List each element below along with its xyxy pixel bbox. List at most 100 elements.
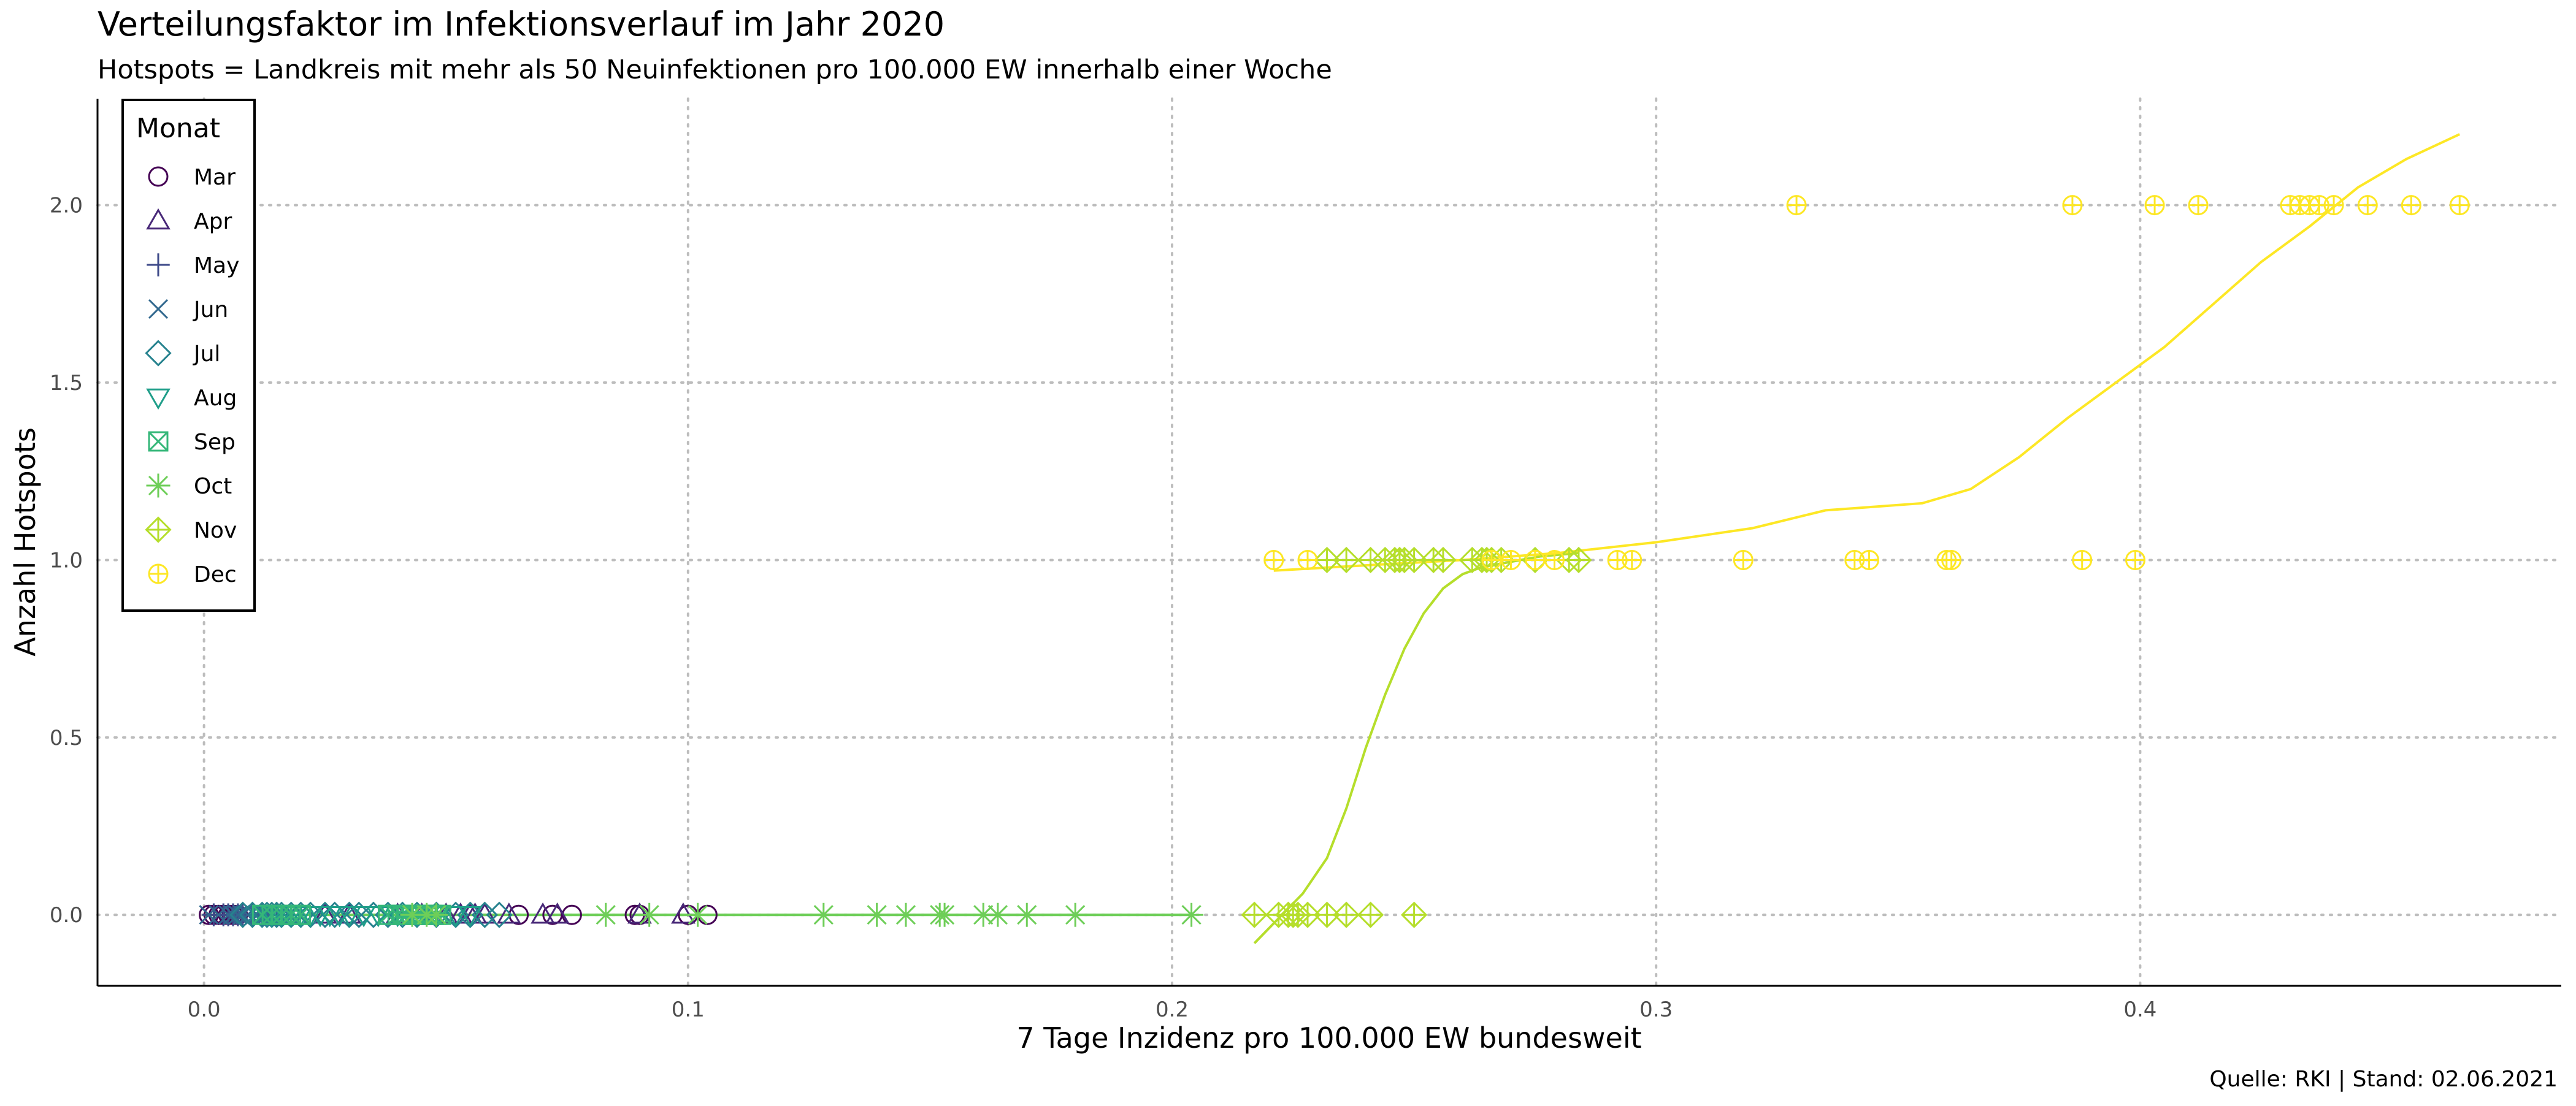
tick-labels: 0.0 0.1 0.2 0.3 0.4 0.0 0.5 1.0 1.5 2.0 — [50, 194, 2157, 1022]
x-axis-label: 7 Tage Inzidenz pro 100.000 EW bundeswei… — [1016, 1021, 1641, 1055]
legend-label-may: May — [194, 253, 239, 278]
data-point-nov — [1333, 546, 1360, 574]
data-point-jul — [345, 901, 372, 928]
data-point-dec — [1858, 549, 1879, 570]
y-tick-label: 2.0 — [50, 194, 83, 218]
data-point-jun — [209, 905, 229, 925]
legend-label-dec: Dec — [194, 562, 237, 587]
y-tick-label: 1.5 — [50, 371, 83, 395]
data-point-oct — [594, 902, 618, 927]
x-tick-label: 0.1 — [672, 997, 705, 1022]
legend-label-sep: Sep — [194, 430, 236, 455]
data-point-dec — [2125, 549, 2146, 570]
legend-title: Monat — [136, 113, 220, 144]
data-point-dec — [2449, 195, 2470, 216]
y-tick-label: 1.0 — [50, 548, 83, 573]
data-point-oct — [865, 902, 889, 927]
data-point-jul — [312, 901, 339, 928]
chart-caption: Quelle: RKI | Stand: 02.06.2021 — [2209, 1067, 2558, 1092]
data-point-oct — [811, 902, 836, 927]
data-point-dec — [1525, 549, 1546, 570]
x-tick-label: 0.2 — [1156, 997, 1189, 1022]
data-point-apr — [337, 902, 362, 924]
data-point-jun — [218, 905, 239, 925]
legend-key-apr — [146, 208, 171, 230]
data-point-nov — [1400, 901, 1428, 928]
data-point-nov — [1333, 901, 1360, 928]
legend-key-oct — [146, 473, 171, 498]
data-point-jul — [248, 901, 275, 928]
data-point-jun — [199, 905, 219, 925]
data-point-dec — [1786, 195, 1807, 216]
legend-key-may — [147, 253, 170, 276]
y-tick-label: 0.5 — [50, 726, 83, 750]
data-point-oct — [986, 902, 1010, 927]
legend-key-aug — [146, 388, 171, 410]
data-point-dec — [1622, 549, 1643, 570]
data-point-nov — [1241, 901, 1268, 928]
data-point-dec — [1263, 549, 1284, 570]
data-point-jul — [374, 901, 402, 928]
data-point-jul — [360, 901, 387, 928]
legend-label-mar: Mar — [194, 165, 236, 190]
data-point-oct — [637, 902, 662, 927]
legend-key-dec — [148, 563, 169, 584]
data-point-jul — [229, 901, 256, 928]
data-point-dec — [2401, 195, 2421, 216]
data-point-aug — [351, 906, 376, 928]
x-tick-label: 0.3 — [1639, 997, 1673, 1022]
x-tick-label: 0.0 — [188, 997, 221, 1022]
data-point-jul — [486, 901, 513, 928]
legend-key-sep — [148, 431, 169, 452]
data-point-nov — [1430, 546, 1457, 574]
data-point-dec — [2062, 195, 2083, 216]
axes — [96, 99, 2561, 987]
data-point-sep — [290, 904, 311, 925]
data-point-mar — [508, 904, 529, 925]
data-point-apr — [671, 902, 696, 924]
legend-key-mar — [148, 166, 169, 187]
data-point-aug — [458, 906, 483, 928]
legend-box — [121, 99, 256, 612]
legend-label-jun: Jun — [193, 297, 228, 322]
data-point-dec — [1733, 549, 1754, 570]
legend-key-jun — [148, 299, 169, 319]
legend-label-oct: Oct — [194, 474, 232, 499]
y-tick-label: 0.0 — [50, 903, 83, 928]
trend-line-nov — [1253, 551, 1579, 944]
legend-label-apr: Apr — [194, 209, 232, 234]
data-point-apr — [545, 902, 570, 924]
legend-key-jul — [145, 340, 172, 367]
trend-lines — [204, 133, 2461, 944]
data-point-jul — [321, 901, 348, 928]
data-point-oct — [894, 902, 918, 927]
data-point-mar — [542, 904, 563, 925]
data-point-oct — [424, 902, 448, 927]
data-point-oct — [1014, 902, 1039, 927]
data-point-dec — [2144, 195, 2165, 216]
data-point-jun — [228, 905, 248, 925]
data-point-nov — [1357, 901, 1384, 928]
data-point-jul — [239, 901, 266, 928]
data-point-oct — [932, 902, 957, 927]
data-point-apr — [313, 902, 337, 924]
data-point-jul — [471, 901, 498, 928]
data-point-aug — [337, 906, 362, 928]
data-point-apr — [531, 902, 555, 924]
chart-subtitle: Hotspots = Landkreis mit mehr als 50 Neu… — [98, 55, 1332, 85]
data-point-apr — [627, 902, 652, 924]
data-point-oct — [686, 902, 710, 927]
data-point-dec — [2188, 195, 2209, 216]
data-point-dec — [1481, 549, 1502, 570]
legend-label-nov: Nov — [194, 518, 237, 543]
data-points — [199, 195, 2470, 928]
y-axis-label: Anzahl Hotspots — [9, 427, 42, 657]
data-point-oct — [1063, 902, 1087, 927]
data-point-oct — [1179, 902, 1204, 927]
legend-label-jul: Jul — [193, 341, 220, 367]
data-point-nov — [1565, 546, 1592, 574]
data-point-dec — [2323, 195, 2344, 216]
legend-key-nov — [145, 516, 172, 543]
